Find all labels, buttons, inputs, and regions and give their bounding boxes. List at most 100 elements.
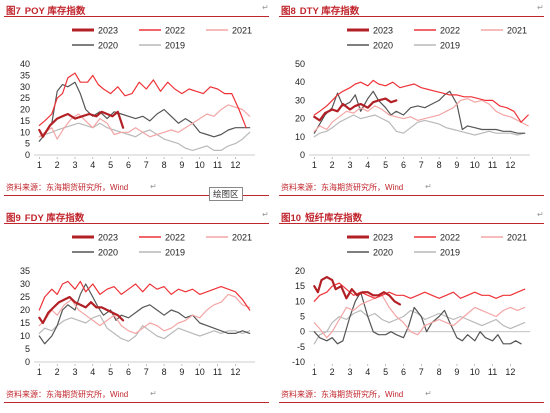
chart-panel-dty: 图8 DTY 库存指数 ↵ 2023 2022 2021 2020 2019 0 10 20 30… (275, 0, 550, 206)
title-rule (279, 223, 544, 224)
y-tick-label: 40 (20, 59, 30, 69)
x-tick-label: 9 (454, 160, 459, 170)
legend-label-2020: 2020 (373, 41, 393, 51)
chart-title: 图10 短纤库存指数 (281, 210, 362, 224)
y-tick-label: 30 (295, 95, 305, 105)
y-tick-label: 5 (300, 312, 305, 322)
y-tick-label: 20 (295, 266, 305, 276)
y-tick-label: 20 (20, 305, 30, 315)
y-tick-label: 40 (295, 77, 305, 87)
x-tick-label: 11 (213, 367, 222, 377)
x-tick-label: 6 (126, 367, 131, 377)
series-line-2023 (313, 97, 398, 122)
x-tick-label: 8 (437, 367, 442, 377)
x-tick-label: 5 (383, 160, 388, 170)
y-tick-label: 25 (20, 93, 30, 103)
title-rule (279, 16, 544, 17)
x-tick-label: 3 (72, 160, 77, 170)
figure-number: 图9 (6, 213, 21, 224)
y-tick-label: 10 (20, 331, 30, 341)
x-tick-label: 10 (195, 160, 205, 170)
x-tick-label: 4 (365, 160, 370, 170)
chart-panel-fdy: 图9 FDY 库存指数 ↵ 2023 2022 2021 2020 2019 0 5 10 15 2… (0, 207, 275, 413)
return-mark: ↵ (425, 389, 432, 398)
return-mark: ↵ (150, 389, 157, 398)
x-tick-label: 3 (72, 367, 77, 377)
x-tick-label: 8 (162, 160, 167, 170)
y-tick-label: 30 (20, 82, 30, 92)
chart-title: 图8 DTY 库存指数 (281, 3, 359, 17)
y-tick-label: 20 (20, 105, 30, 115)
plot-area-tag: 绘图区 (209, 187, 243, 201)
legend-label-2020: 2020 (98, 41, 118, 51)
series-line-2019 (38, 314, 251, 342)
x-tick-label: 11 (213, 160, 222, 170)
x-tick-label: 11 (488, 367, 497, 377)
y-tick-label: 35 (20, 266, 30, 276)
x-tick-label: 11 (488, 160, 497, 170)
x-tick-label: 2 (55, 367, 60, 377)
source-rule (4, 402, 269, 403)
x-tick-label: 8 (162, 367, 167, 377)
y-tick-label: 10 (295, 132, 305, 142)
series-line-2021 (313, 294, 526, 339)
series-line-2021 (313, 97, 529, 132)
return-mark: ↵ (262, 210, 269, 219)
legend-label-2021: 2021 (507, 26, 527, 36)
series-line-2020 (313, 291, 522, 345)
legend-label-2020: 2020 (373, 248, 393, 258)
legend-label-2019: 2019 (440, 41, 460, 51)
x-tick-label: 6 (401, 160, 406, 170)
legend-label-2021: 2021 (507, 233, 527, 243)
return-mark: ↵ (150, 182, 157, 191)
x-tick-label: 2 (330, 160, 335, 170)
y-tick-label: -10 (292, 357, 305, 367)
series-line-2023 (38, 295, 125, 325)
figure-number: 图7 (6, 6, 21, 17)
x-tick-label: 9 (179, 367, 184, 377)
source-rule (279, 195, 544, 196)
y-tick-label: 50 (295, 59, 305, 69)
return-mark: ↵ (537, 3, 544, 12)
x-tick-label: 2 (330, 367, 335, 377)
x-tick-label: 1 (37, 160, 42, 170)
y-tick-label: 5 (25, 344, 30, 354)
y-tick-label: 25 (20, 292, 30, 302)
x-tick-label: 5 (108, 160, 113, 170)
x-tick-label: 3 (347, 160, 352, 170)
x-tick-label: 9 (179, 160, 184, 170)
x-tick-label: 10 (470, 160, 480, 170)
chart-panel-poy: 图7 POY 库存指数 ↵ 2023 2022 2021 2020 2019 0 5 10 15 2… (0, 0, 275, 206)
chart-panel-staple-fiber: 图10 短纤库存指数 ↵ 2023 2022 2021 2020 2019 -10 -5 0 5 1… (275, 207, 550, 413)
figure-number: 图8 (281, 6, 296, 17)
legend-label-2019: 2019 (440, 248, 460, 258)
x-tick-label: 5 (108, 367, 113, 377)
title-rule (4, 223, 269, 224)
legend-label-2023: 2023 (98, 26, 118, 36)
chart-title-text: FDY 库存指数 (24, 213, 85, 224)
x-tick-label: 3 (347, 367, 352, 377)
y-tick-label: 0 (300, 150, 305, 160)
series-line-2023 (38, 110, 125, 138)
chart-title: 图7 POY 库存指数 (6, 3, 85, 17)
x-tick-label: 2 (55, 160, 60, 170)
x-tick-label: 7 (144, 160, 149, 170)
legend-label-2023: 2023 (98, 233, 118, 243)
y-tick-label: 10 (295, 296, 305, 306)
source-note: 资料来源：东海期货研究所，Wind (6, 390, 129, 399)
x-tick-label: 6 (126, 160, 131, 170)
title-rule (4, 16, 269, 17)
y-tick-label: 15 (295, 281, 305, 291)
series-line-2022 (313, 79, 529, 123)
y-tick-label: 15 (20, 318, 30, 328)
y-tick-label: 0 (25, 357, 30, 367)
figure-number: 图10 (281, 213, 302, 224)
source-rule (4, 195, 269, 196)
x-tick-label: 12 (230, 160, 240, 170)
x-tick-label: 4 (365, 367, 370, 377)
x-tick-label: 12 (230, 367, 240, 377)
legend-label-2019: 2019 (165, 248, 185, 258)
